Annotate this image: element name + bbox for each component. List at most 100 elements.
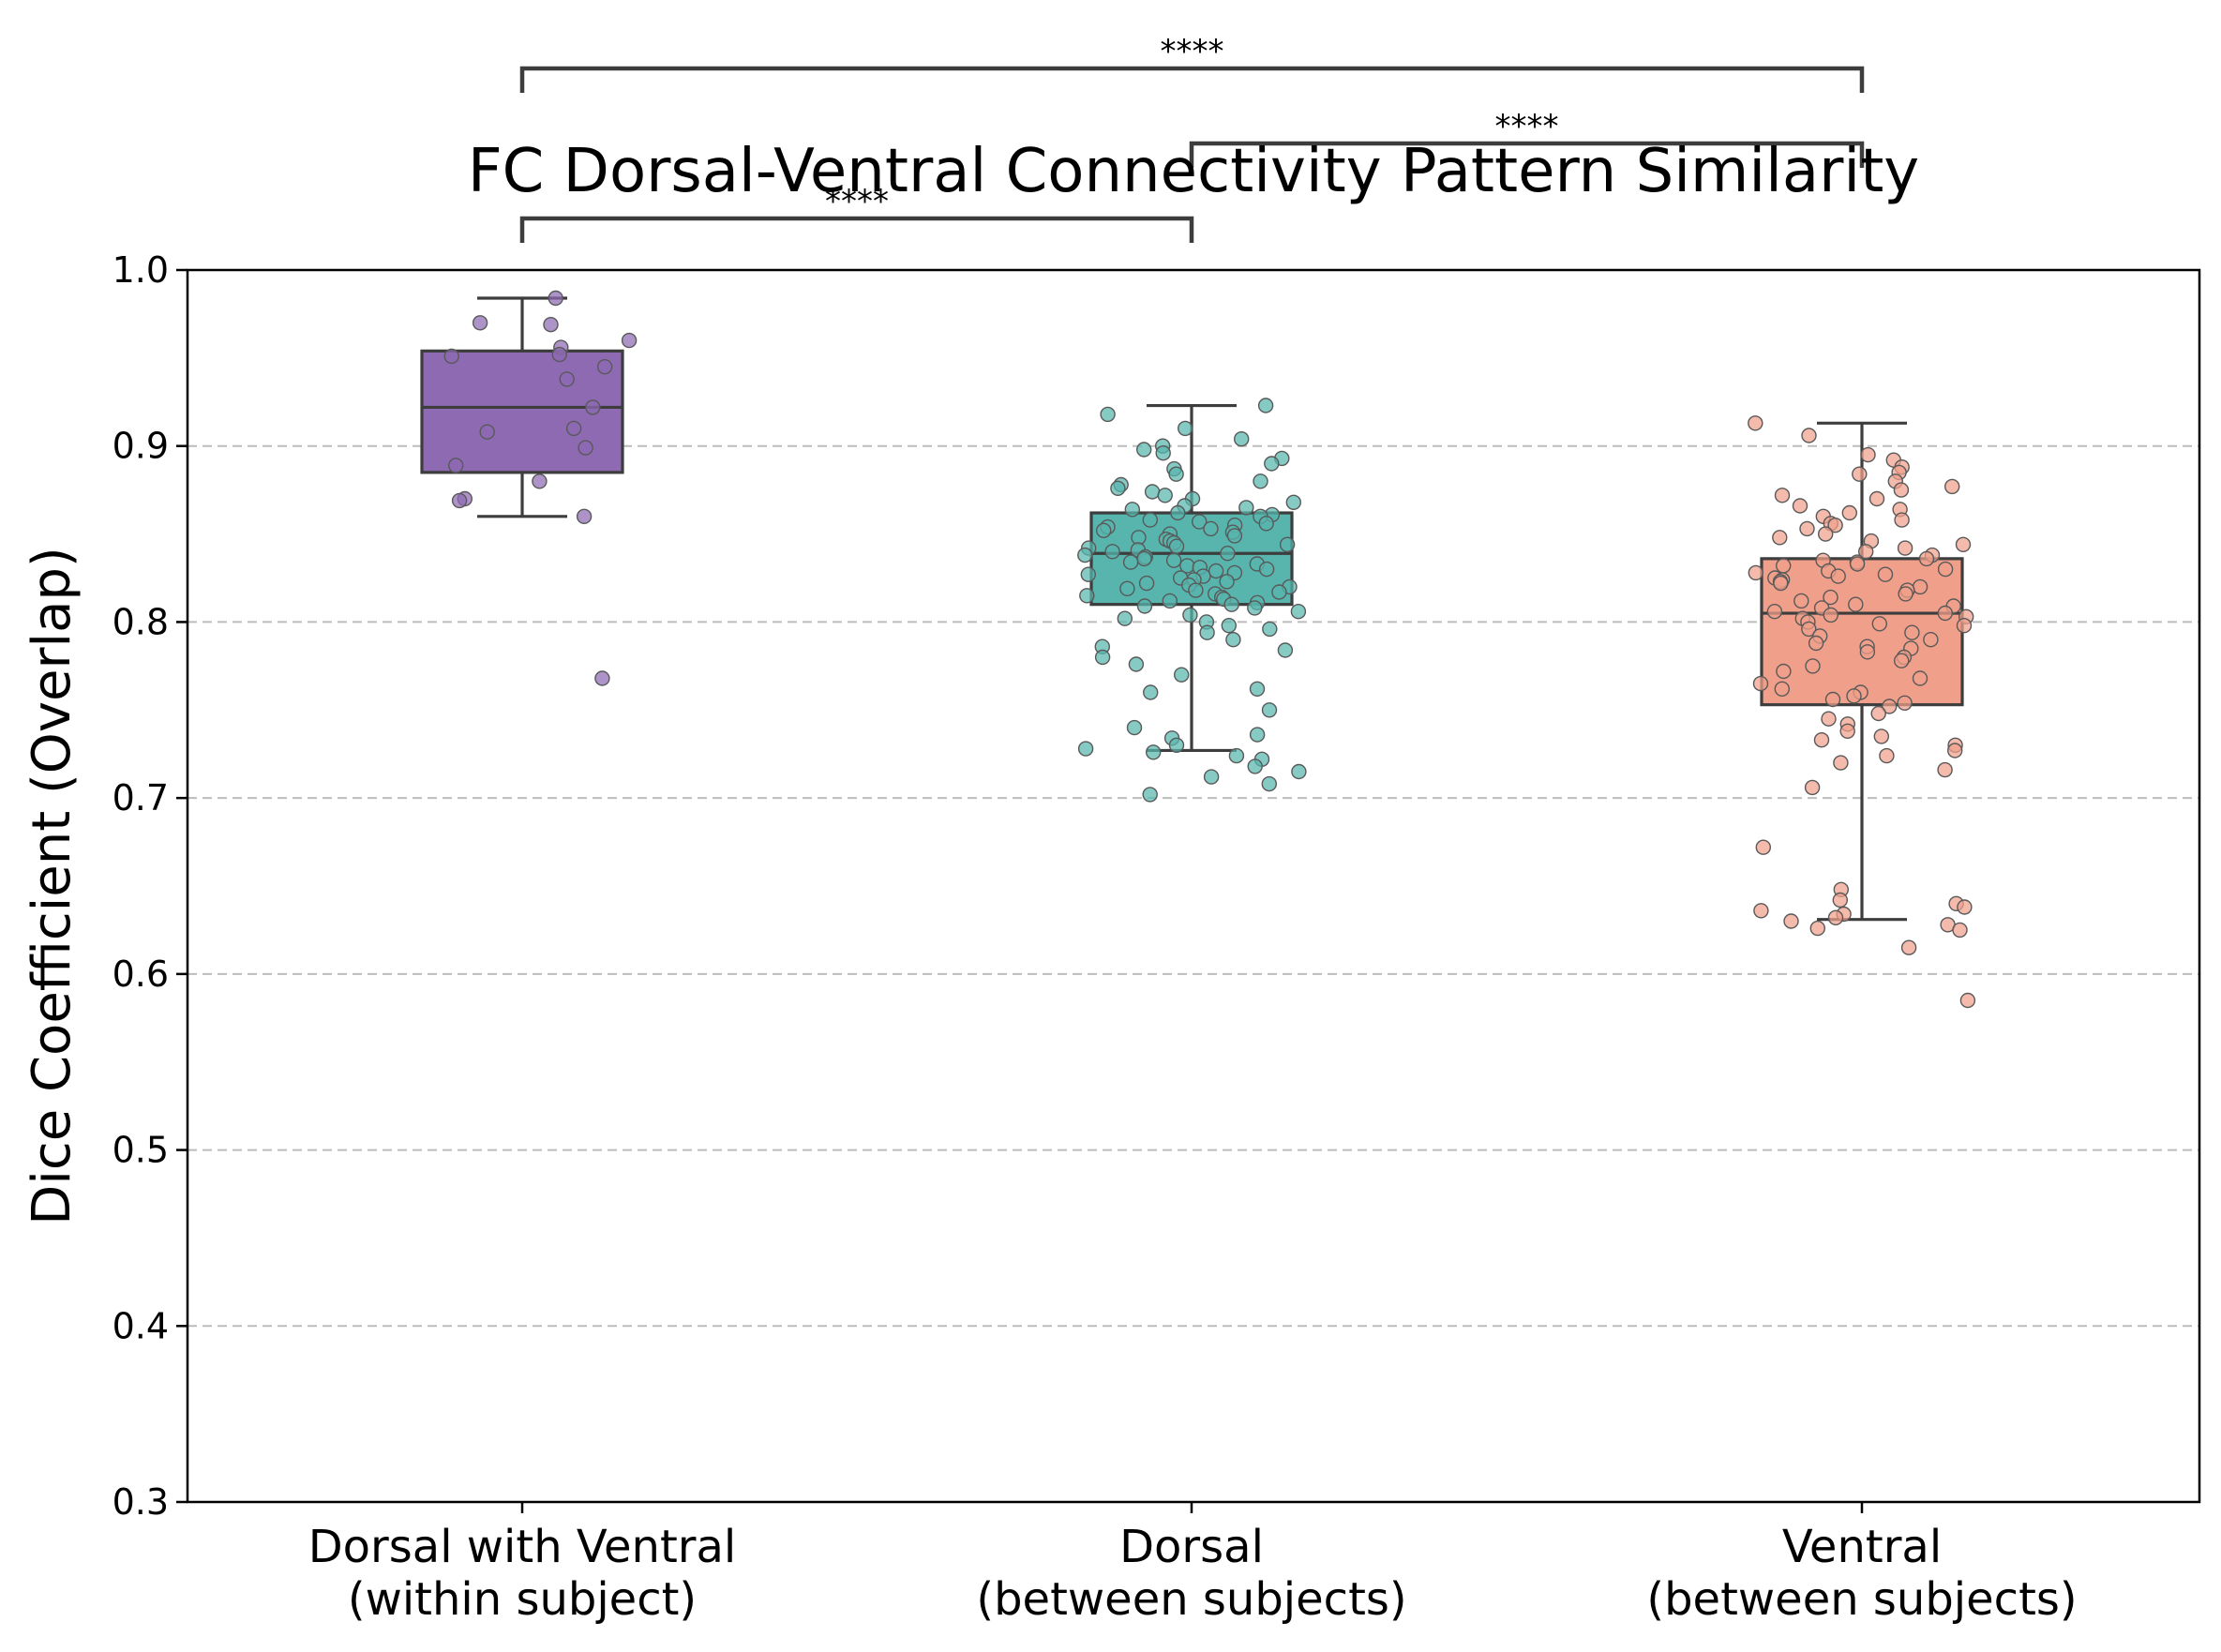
data-point bbox=[1839, 723, 1855, 739]
data-point bbox=[1182, 607, 1198, 623]
data-point bbox=[1221, 618, 1238, 634]
data-point bbox=[1877, 566, 1894, 582]
y-tick-label: 0.6 bbox=[113, 954, 169, 995]
data-point bbox=[565, 420, 582, 437]
data-point bbox=[1827, 518, 1843, 533]
data-point bbox=[1261, 702, 1278, 718]
data-point bbox=[1957, 899, 1973, 915]
data-point bbox=[1848, 596, 1864, 612]
significance-bracket bbox=[519, 66, 1865, 93]
data-point bbox=[1860, 446, 1876, 463]
data-point bbox=[1203, 769, 1220, 785]
data-point bbox=[1279, 536, 1296, 552]
data-point bbox=[1155, 445, 1171, 461]
data-point bbox=[1755, 839, 1772, 855]
data-point bbox=[1808, 635, 1824, 652]
data-point bbox=[1142, 787, 1158, 803]
data-point bbox=[1799, 520, 1815, 537]
data-point bbox=[451, 492, 468, 509]
data-point bbox=[1258, 561, 1275, 578]
y-tick-label: 0.4 bbox=[113, 1305, 169, 1346]
data-point bbox=[1833, 755, 1849, 771]
y-axis-ticks: 0.3 0.4 0.5 0.6 0.7 0.8 0.9 1.0 bbox=[113, 249, 188, 1523]
data-point bbox=[1898, 586, 1913, 602]
data-point bbox=[621, 332, 638, 349]
y-tick-label: 0.3 bbox=[113, 1481, 169, 1523]
data-point bbox=[1142, 512, 1159, 528]
data-point bbox=[1946, 743, 1963, 758]
data-point bbox=[1261, 775, 1278, 792]
data-point bbox=[1897, 695, 1913, 711]
data-point bbox=[1753, 903, 1769, 919]
data-point bbox=[1253, 473, 1268, 489]
data-point bbox=[585, 399, 601, 415]
data-point bbox=[1959, 992, 1976, 1009]
data-point bbox=[532, 473, 548, 489]
data-point bbox=[1094, 649, 1111, 666]
data-point bbox=[472, 315, 488, 331]
data-point bbox=[1170, 504, 1186, 521]
y-axis-label: Dice Coefficient (Overlap) bbox=[22, 547, 83, 1225]
data-point bbox=[1918, 550, 1935, 567]
data-point bbox=[1870, 705, 1886, 722]
data-point bbox=[1937, 761, 1953, 778]
data-point bbox=[1893, 653, 1910, 668]
significance-bracket bbox=[1189, 141, 1865, 168]
y-tick-label: 1.0 bbox=[113, 249, 169, 291]
data-point bbox=[1852, 466, 1868, 482]
data-point bbox=[1849, 556, 1866, 572]
x-tick-label-line2: (between subjects) bbox=[1646, 1573, 2077, 1626]
significance-label: **** bbox=[1495, 108, 1559, 145]
x-axis-ticks: Dorsal with Ventral(within subject) Dorsa… bbox=[308, 1502, 2078, 1626]
x-tick-label-line1: Dorsal bbox=[1119, 1521, 1264, 1573]
data-point bbox=[1208, 563, 1224, 579]
data-point bbox=[1136, 598, 1153, 614]
data-point bbox=[1775, 558, 1792, 574]
significance-brackets: **** **** **** bbox=[519, 33, 1865, 243]
data-point bbox=[1191, 514, 1208, 530]
data-point bbox=[596, 359, 613, 375]
data-point bbox=[1165, 552, 1182, 568]
data-point bbox=[1893, 482, 1910, 498]
data-point bbox=[1226, 528, 1243, 544]
data-point bbox=[1233, 431, 1250, 447]
data-point bbox=[576, 508, 593, 524]
data-point bbox=[1832, 892, 1849, 909]
data-point bbox=[1897, 540, 1913, 556]
data-point bbox=[1937, 561, 1954, 578]
data-point bbox=[1748, 415, 1763, 431]
x-tick-label-line1: Ventral bbox=[1782, 1521, 1942, 1573]
data-point bbox=[1199, 624, 1215, 640]
data-point bbox=[1142, 684, 1159, 700]
data-point bbox=[1100, 406, 1116, 423]
data-point bbox=[543, 317, 559, 333]
data-point bbox=[1124, 502, 1141, 518]
data-point bbox=[1122, 554, 1139, 570]
data-point bbox=[1257, 398, 1274, 413]
data-point bbox=[551, 346, 567, 363]
data-point bbox=[1264, 456, 1280, 472]
data-point bbox=[1943, 478, 1960, 495]
boxplot-2 bbox=[1760, 421, 1964, 922]
data-point bbox=[1271, 584, 1287, 600]
significance-label: **** bbox=[1161, 33, 1224, 70]
data-point bbox=[1952, 922, 1968, 939]
data-point bbox=[1766, 604, 1783, 620]
data-point bbox=[1846, 688, 1862, 704]
data-point bbox=[1249, 681, 1266, 697]
data-point bbox=[1157, 488, 1173, 503]
data-point bbox=[1080, 566, 1097, 582]
data-point bbox=[1077, 547, 1093, 563]
data-point bbox=[1859, 644, 1876, 660]
data-point bbox=[1776, 663, 1792, 680]
data-point bbox=[1168, 466, 1184, 482]
scatter-points bbox=[443, 290, 1976, 1009]
data-point bbox=[1774, 681, 1791, 697]
data-point bbox=[1285, 494, 1302, 510]
data-point bbox=[479, 424, 495, 440]
data-point bbox=[1801, 428, 1817, 443]
data-point bbox=[1104, 544, 1120, 560]
data-point bbox=[578, 440, 593, 456]
data-point bbox=[1117, 610, 1133, 626]
